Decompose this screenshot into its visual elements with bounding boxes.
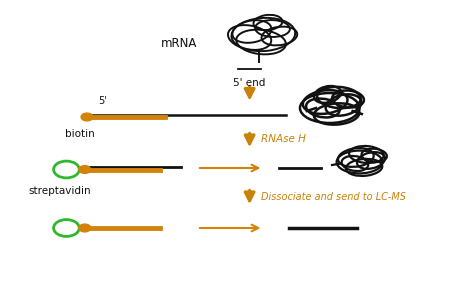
Circle shape bbox=[81, 113, 93, 121]
Text: biotin: biotin bbox=[65, 129, 95, 139]
Text: Dissociate and send to LC-MS: Dissociate and send to LC-MS bbox=[261, 192, 406, 202]
Circle shape bbox=[79, 166, 91, 173]
Text: RNAse H: RNAse H bbox=[261, 134, 306, 145]
Text: streptavidin: streptavidin bbox=[28, 186, 91, 196]
Circle shape bbox=[79, 224, 91, 232]
Text: mRNA: mRNA bbox=[161, 37, 197, 50]
Text: 5' end: 5' end bbox=[234, 78, 266, 88]
Text: 5': 5' bbox=[98, 95, 107, 106]
